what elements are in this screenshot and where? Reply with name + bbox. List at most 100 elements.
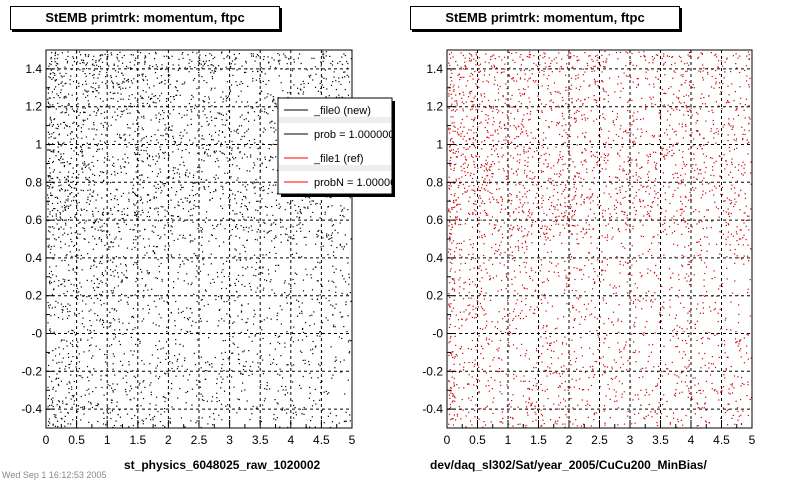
scatter-point	[61, 339, 63, 341]
scatter-point	[233, 130, 235, 132]
scatter-point	[143, 318, 145, 320]
scatter-point	[197, 166, 199, 168]
scatter-point	[122, 98, 124, 100]
scatter-point	[80, 375, 82, 377]
scatter-point	[289, 203, 291, 205]
scatter-point	[113, 258, 115, 260]
scatter-point	[304, 359, 306, 361]
scatter-point	[155, 207, 157, 209]
scatter-point	[159, 186, 162, 188]
scatter-point	[69, 141, 71, 143]
scatter-point	[216, 158, 218, 160]
scatter-point	[661, 88, 664, 91]
scatter-point	[194, 66, 196, 69]
scatter-point	[350, 340, 352, 342]
scatter-point	[652, 344, 654, 346]
scatter-point	[60, 411, 62, 413]
scatter-point	[175, 300, 177, 303]
scatter-point	[450, 392, 452, 394]
scatter-point	[492, 146, 495, 148]
scatter-point	[69, 192, 71, 195]
scatter-point	[248, 374, 250, 377]
scatter-point	[168, 353, 170, 355]
scatter-point	[468, 200, 470, 202]
scatter-point	[448, 149, 451, 152]
scatter-point	[698, 220, 700, 222]
scatter-point	[190, 308, 192, 310]
scatter-point	[618, 407, 620, 409]
scatter-point	[608, 54, 610, 56]
scatter-point	[605, 154, 607, 157]
scatter-point	[705, 155, 707, 157]
scatter-point	[268, 80, 270, 82]
scatter-point	[172, 215, 174, 217]
scatter-point	[527, 157, 529, 159]
scatter-point	[496, 153, 498, 155]
scatter-point	[508, 104, 510, 106]
scatter-point	[115, 310, 118, 312]
scatter-point	[93, 55, 95, 57]
scatter-point	[560, 402, 562, 404]
scatter-point	[559, 157, 562, 159]
scatter-point	[465, 148, 467, 151]
scatter-point	[108, 217, 110, 219]
scatter-point	[329, 237, 331, 240]
scatter-point	[67, 200, 69, 202]
scatter-point	[146, 270, 148, 272]
scatter-point	[272, 98, 274, 100]
scatter-point	[227, 404, 229, 406]
scatter-point	[168, 392, 170, 394]
scatter-point	[110, 193, 112, 195]
scatter-point	[133, 229, 135, 231]
scatter-point	[49, 328, 51, 330]
scatter-point	[728, 212, 730, 214]
scatter-point	[53, 118, 55, 121]
scatter-point	[121, 279, 123, 281]
scatter-point	[53, 131, 55, 134]
scatter-point	[316, 236, 318, 238]
scatter-point	[78, 114, 80, 116]
scatter-point	[93, 128, 95, 130]
scatter-point	[135, 239, 137, 241]
scatter-point	[287, 392, 289, 394]
scatter-point	[344, 234, 346, 236]
scatter-point	[60, 89, 62, 91]
scatter-point	[244, 285, 246, 287]
scatter-point	[656, 413, 658, 415]
scatter-point	[513, 308, 515, 310]
scatter-point	[577, 136, 579, 138]
scatter-point	[56, 373, 58, 375]
scatter-point	[722, 126, 724, 128]
scatter-point	[89, 345, 91, 347]
scatter-point	[182, 237, 184, 239]
scatter-point	[237, 346, 239, 348]
scatter-point	[747, 381, 749, 383]
scatter-point	[106, 365, 109, 367]
scatter-point	[325, 51, 327, 53]
scatter-point	[194, 137, 196, 139]
scatter-point	[192, 79, 195, 81]
scatter-point	[142, 211, 144, 214]
scatter-point	[280, 355, 282, 357]
scatter-point	[170, 230, 172, 232]
scatter-point	[187, 219, 189, 221]
scatter-point	[506, 276, 508, 278]
scatter-point	[54, 79, 56, 81]
scatter-point	[120, 299, 122, 301]
scatter-point	[702, 79, 704, 81]
scatter-point	[184, 67, 186, 69]
scatter-point	[301, 310, 303, 312]
scatter-point	[535, 367, 537, 369]
scatter-point	[495, 224, 497, 226]
scatter-point	[269, 122, 271, 124]
scatter-point	[523, 92, 526, 94]
scatter-point	[654, 292, 656, 294]
scatter-point	[213, 418, 215, 420]
scatter-point	[96, 145, 98, 147]
scatter-point	[235, 157, 237, 159]
scatter-point	[471, 424, 473, 426]
scatter-point	[480, 164, 482, 166]
scatter-point	[310, 349, 312, 351]
scatter-point	[506, 384, 508, 386]
scatter-point	[463, 76, 465, 78]
